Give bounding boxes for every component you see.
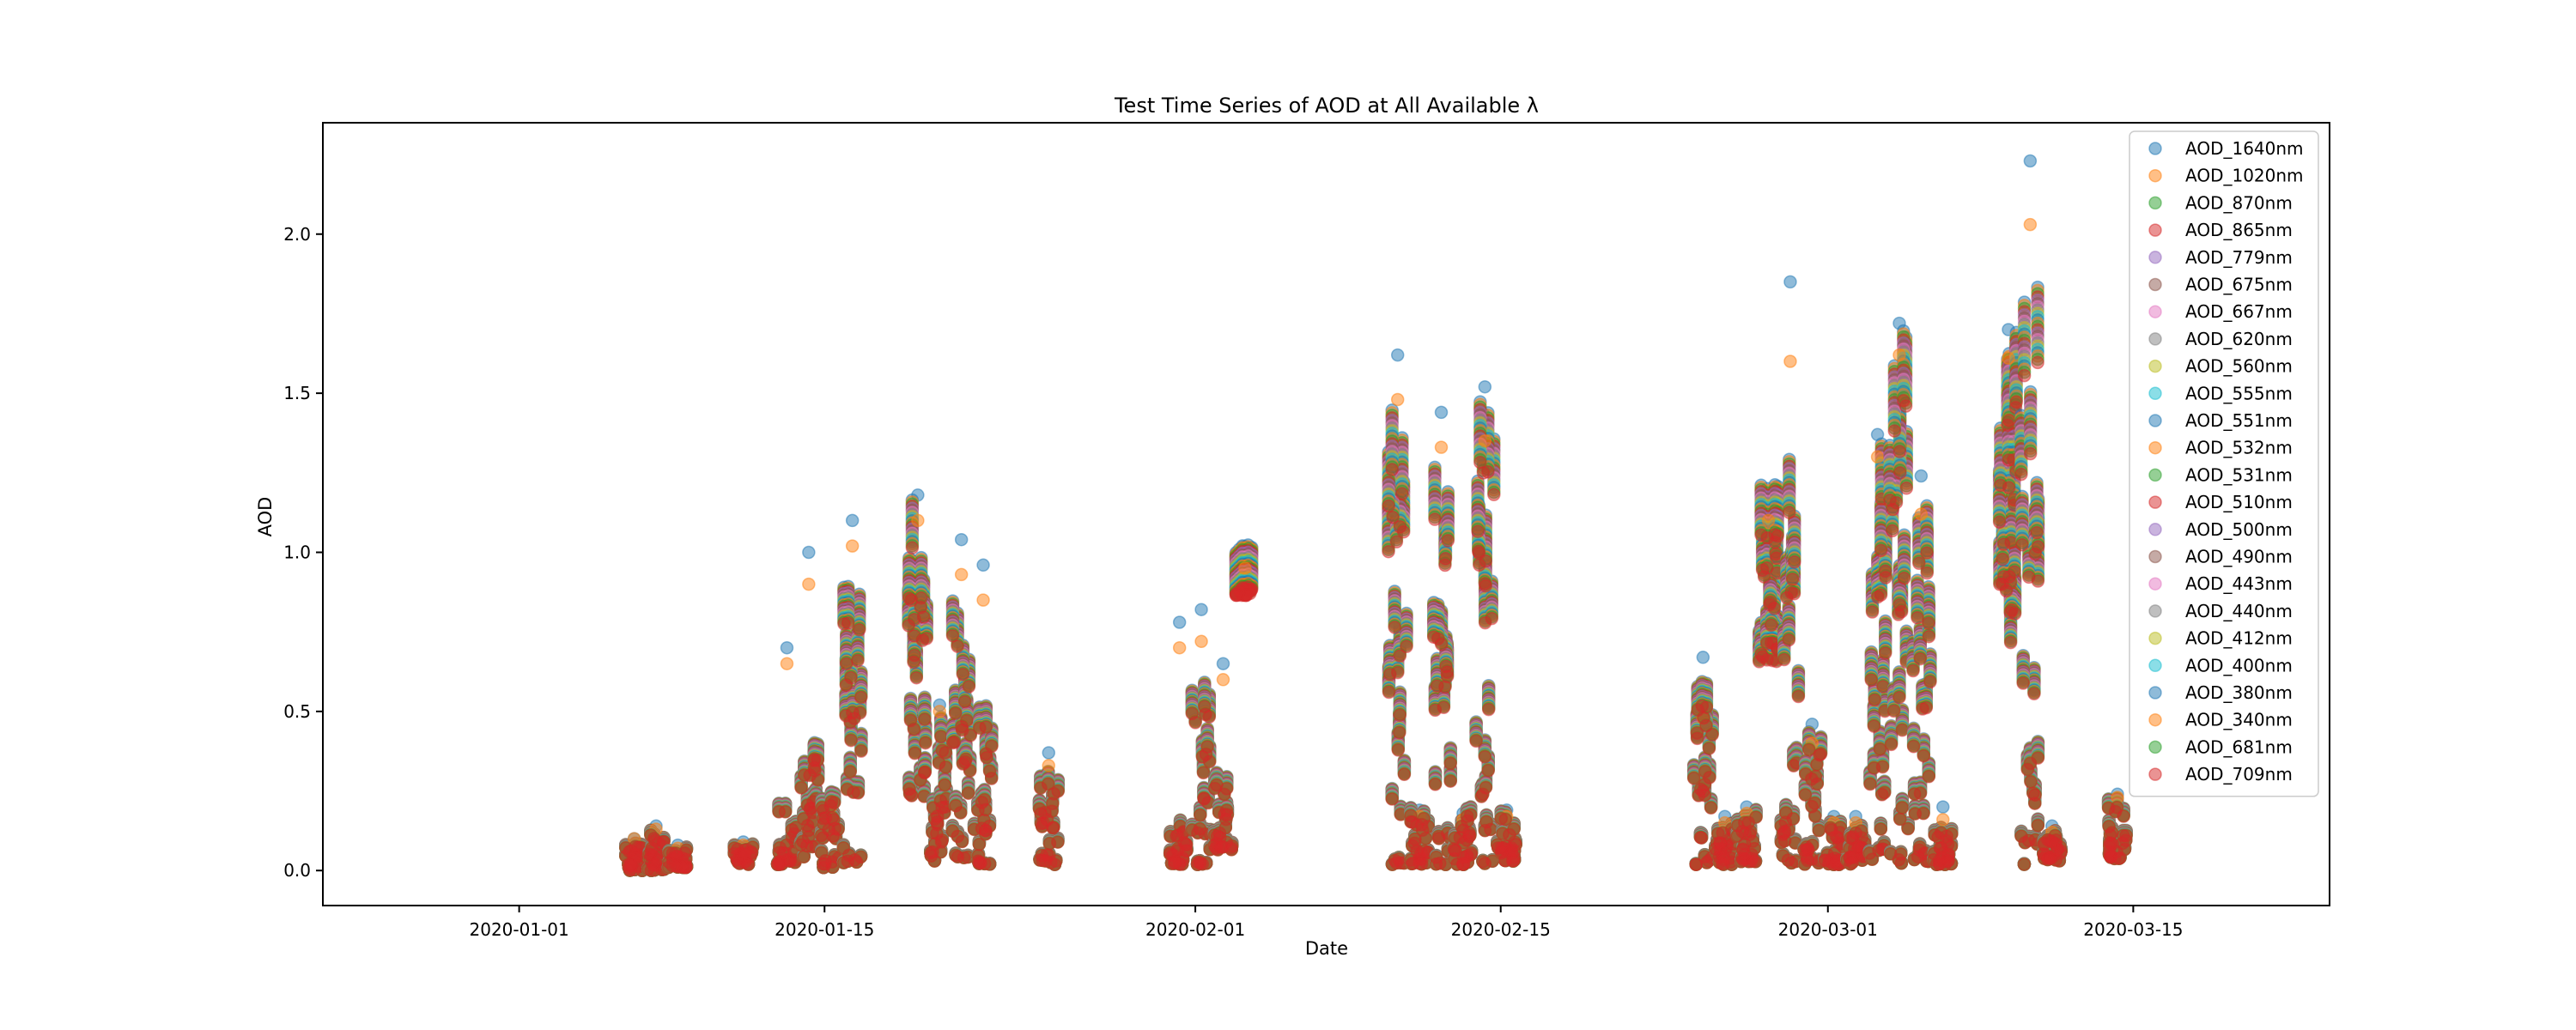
data-point [646, 864, 658, 876]
data-point [809, 765, 821, 777]
data-point [773, 806, 785, 818]
data-point [781, 657, 793, 670]
data-point [646, 842, 658, 854]
point-cluster [728, 836, 758, 870]
data-point [795, 782, 807, 794]
data-point [670, 847, 682, 859]
data-point [819, 855, 831, 867]
data-point [743, 858, 755, 870]
x-axis-label: Date [1305, 938, 1348, 959]
data-point [798, 851, 810, 863]
data-point [803, 547, 815, 559]
data-point [645, 829, 657, 841]
data-point [801, 799, 813, 811]
data-point [728, 842, 740, 854]
data-point [786, 824, 798, 836]
data-point [798, 813, 810, 825]
data-point [670, 860, 682, 872]
data-point [739, 847, 751, 859]
data-point [852, 655, 864, 667]
point-cluster [663, 839, 693, 874]
data-point [817, 813, 829, 825]
data-point [847, 540, 859, 552]
data-point [772, 858, 784, 870]
data-point [847, 514, 859, 526]
y-axis-label: AOD [255, 497, 276, 537]
data-point [625, 860, 637, 872]
chart-title: Test Time Series of AOD at All Available… [1114, 94, 1539, 118]
data-point [824, 800, 836, 812]
data-point [781, 642, 793, 654]
data-point [774, 847, 786, 859]
data-point [803, 579, 815, 591]
data-point [620, 842, 632, 854]
